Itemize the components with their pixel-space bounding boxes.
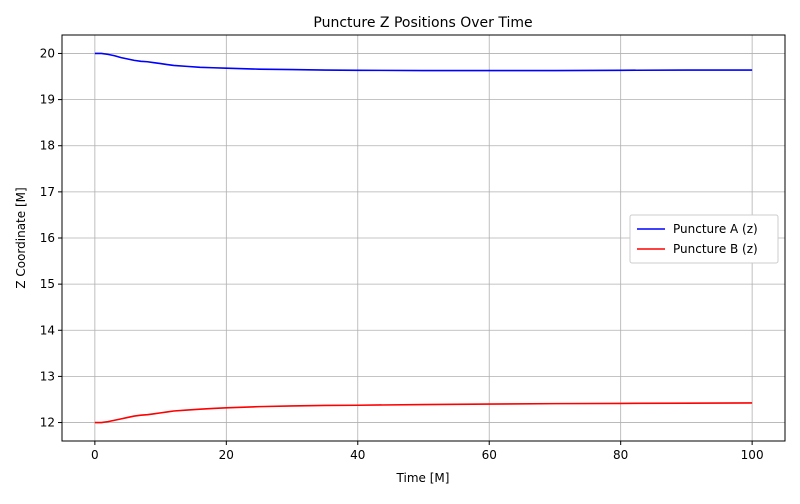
legend: Puncture A (z) Puncture B (z): [629, 214, 779, 264]
y-tick-label: 20: [40, 46, 55, 60]
x-tick-label: 80: [613, 448, 628, 462]
y-tick-label: 18: [40, 139, 55, 153]
x-tick-label: 20: [219, 448, 234, 462]
y-tick-label: 15: [40, 277, 55, 291]
x-tick-label: 60: [482, 448, 497, 462]
x-tick-label: 100: [741, 448, 764, 462]
x-axis-ticks: 0 20 40 60 80 100: [91, 441, 764, 462]
y-tick-label: 14: [40, 323, 55, 337]
y-tick-label: 19: [40, 93, 55, 107]
legend-label-1: Puncture B (z): [673, 242, 758, 256]
y-tick-label: 17: [40, 185, 55, 199]
y-tick-label: 13: [40, 369, 55, 383]
x-tick-label: 0: [91, 448, 99, 462]
data-series: [94, 52, 753, 424]
y-axis-label: Z Coordinate [M]: [14, 187, 28, 288]
legend-box: [629, 214, 779, 264]
y-tick-label: 12: [40, 416, 55, 430]
series-line-0: [94, 52, 753, 72]
y-axis-ticks: 12 13 14 15 16 17 18 19 20: [40, 46, 62, 430]
y-tick-label: 16: [40, 231, 55, 245]
series-line-1: [94, 402, 753, 424]
x-axis-label: Time [M]: [396, 471, 450, 485]
legend-label-0: Puncture A (z): [673, 222, 758, 236]
chart-title: Puncture Z Positions Over Time: [313, 15, 532, 31]
x-tick-label: 40: [350, 448, 365, 462]
